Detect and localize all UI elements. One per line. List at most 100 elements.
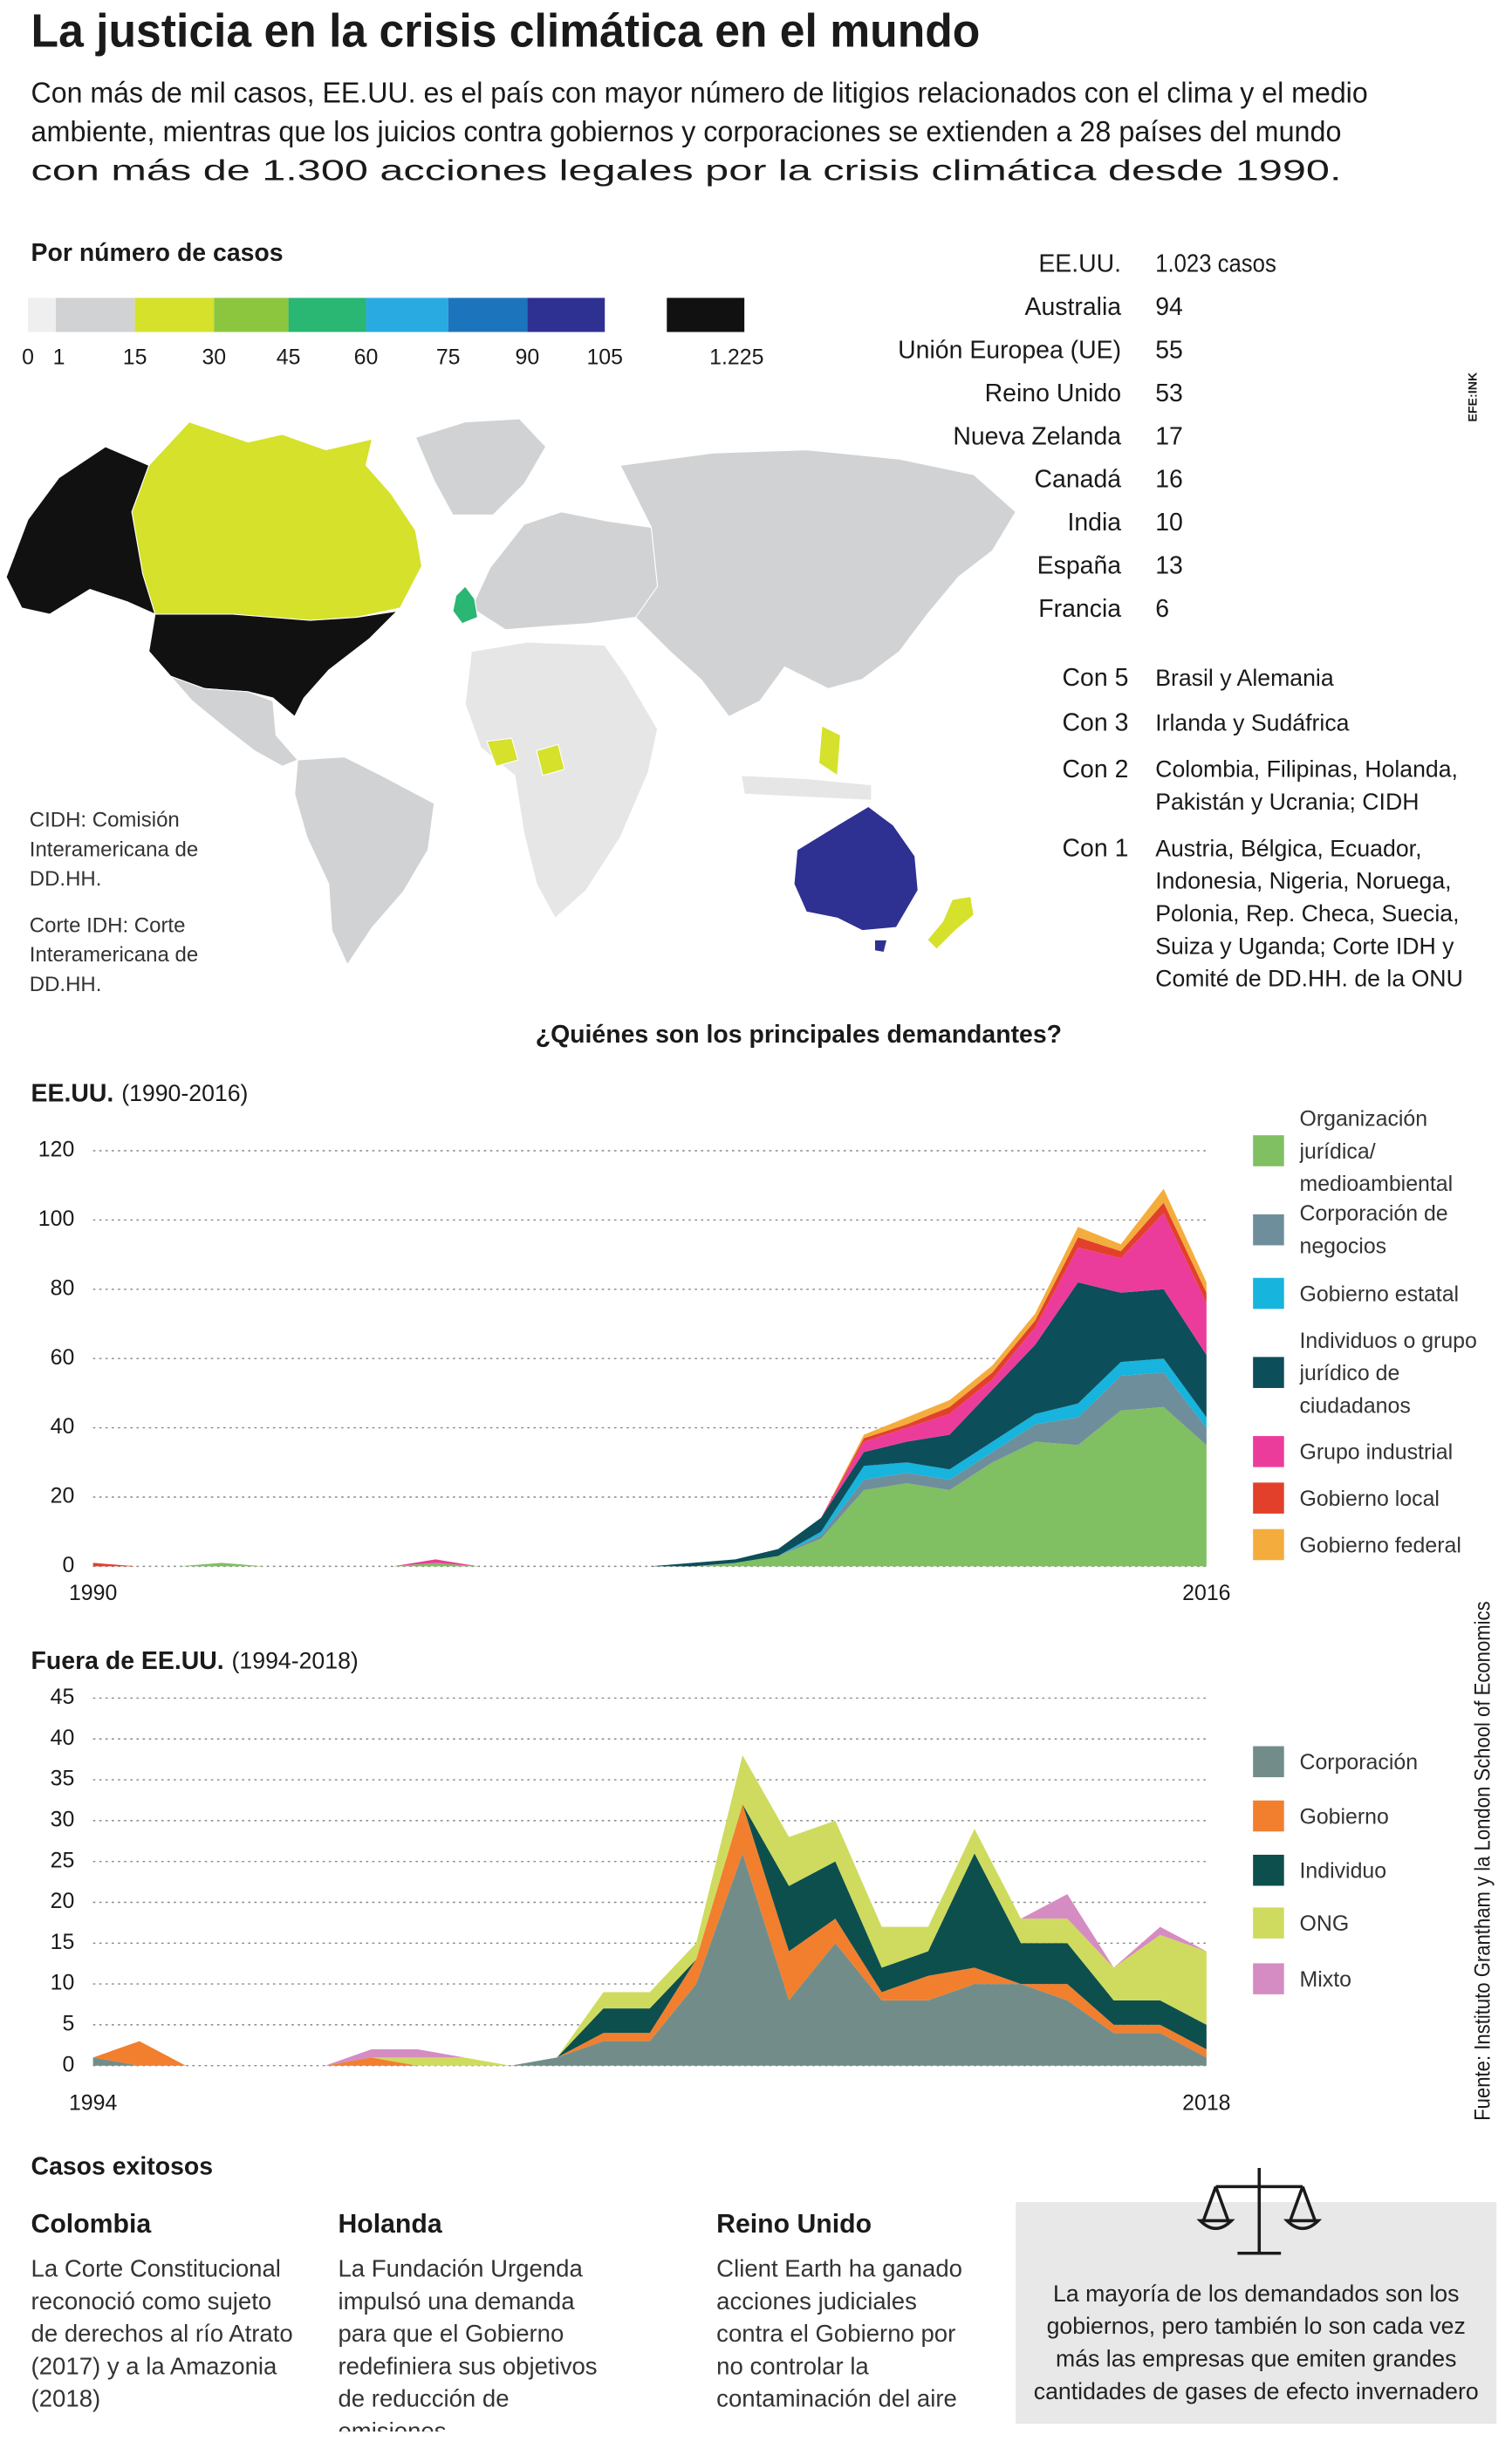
- ranking-value: 16: [1155, 466, 1183, 494]
- mexico-central-america: [148, 651, 299, 767]
- y-tick-label: 10: [51, 1971, 75, 1995]
- scale-swatch: [27, 297, 56, 332]
- ranking-value: 53: [1155, 380, 1183, 407]
- group-label: Con 5: [1063, 664, 1129, 692]
- area: [92, 1213, 1207, 1567]
- ranking-country: Reino Unido: [985, 380, 1121, 407]
- legend-swatch: [1253, 1482, 1284, 1514]
- legend-label: Individuo: [1299, 1857, 1387, 1883]
- legend-label-box: Individuos o grupo jurídico de ciudadano…: [1299, 1326, 1477, 1417]
- group-text: Irlanda y Sudáfrica: [1155, 710, 1350, 737]
- title: La justicia en la crisis climática en el…: [31, 5, 981, 57]
- ranking-country: India: [1067, 509, 1121, 537]
- new-zealand: [927, 895, 975, 950]
- legend-swatch: [1253, 1436, 1284, 1467]
- scale-tick-label: 60: [354, 345, 379, 369]
- scale-swatch: [667, 297, 745, 332]
- y-tick-label: 20: [51, 1484, 75, 1508]
- africa: [464, 641, 659, 920]
- ranking-country: Unión Europea (UE): [898, 336, 1121, 364]
- group-text: Colombia, Filipinas, Holanda, Pakistán y…: [1155, 756, 1458, 817]
- area: [92, 1853, 1207, 2066]
- australia: [793, 805, 919, 932]
- legend-label-box: Mixto: [1299, 1966, 1351, 1990]
- ranking-value: 1.023 casos: [1155, 250, 1276, 278]
- legend-label: Individuos o grupo jurídico de ciudadano…: [1299, 1326, 1477, 1417]
- y-tick-label: 20: [51, 1889, 75, 1913]
- icon-pan-left: [1196, 2185, 1235, 2231]
- case-text-box: Client Earth ha ganado acciones judicial…: [716, 2256, 962, 2413]
- y-tick-label: 45: [51, 1685, 75, 1709]
- scale-swatch: [448, 297, 528, 332]
- ranking-value: 55: [1155, 336, 1183, 364]
- case-country: Reino Unido: [716, 2210, 872, 2239]
- brand: EFE:INK: [1466, 372, 1480, 422]
- chart-subtitle: (1994-2018): [232, 1648, 359, 1674]
- legend-swatch: [1253, 1963, 1284, 1994]
- source: Fuente: Instituto Grantham y la London S…: [1471, 1601, 1495, 2120]
- indonesia: [740, 775, 872, 801]
- case-country: Colombia: [31, 2210, 152, 2239]
- alaska: [5, 446, 156, 615]
- y-tick-label: 60: [51, 1345, 75, 1370]
- y-tick-label: 25: [51, 1848, 75, 1872]
- intro-line: Con más de mil casos, EE.UU. es el país …: [31, 77, 1368, 110]
- area: [92, 1406, 1207, 1567]
- y-tick-label: 80: [51, 1275, 75, 1300]
- area: [92, 1282, 1207, 1567]
- ranking-country: Nueva Zelanda: [953, 422, 1121, 450]
- y-tick-label: 100: [38, 1207, 75, 1231]
- y-tick-label: 0: [62, 1553, 74, 1577]
- legend-label: Gobierno federal: [1299, 1531, 1461, 1556]
- tasmania: [873, 939, 888, 954]
- legend-label-box: Gobierno estatal: [1299, 1280, 1460, 1305]
- group-label: Con 3: [1063, 709, 1129, 737]
- ranking-value: 6: [1155, 595, 1169, 623]
- group-label: Con 1: [1063, 835, 1129, 863]
- map-note-box: CIDH: Comisión Interamericana de DD.HH.: [29, 808, 199, 891]
- note-background: [1016, 2202, 1497, 2424]
- y-tick-label: 40: [51, 1726, 75, 1750]
- group-label: Con 2: [1063, 756, 1129, 783]
- world-map: [5, 418, 1016, 966]
- scale-tick-label: 30: [202, 345, 226, 369]
- note-text-box: La mayoría de los demandados son los gob…: [1034, 2281, 1479, 2405]
- scale-swatch: [366, 297, 448, 332]
- chart-subtitle: (1990-2016): [121, 1080, 248, 1106]
- south-america: [294, 756, 435, 966]
- case-text-box: La Fundación Urgenda impulsó una demanda…: [338, 2256, 597, 2431]
- success-box: [1016, 2168, 1497, 2424]
- uk: [452, 585, 479, 625]
- area: [92, 1804, 1207, 2066]
- legend-label: ONG: [1299, 1910, 1350, 1935]
- section-title: ¿Quiénes son los principales demandantes…: [536, 1021, 1062, 1049]
- area: [92, 1202, 1207, 1567]
- legend-label-box: Corporación de negocios: [1299, 1200, 1447, 1258]
- map-note: CIDH: Comisión Interamericana de DD.HH.: [29, 808, 199, 891]
- map-note: Corte IDH: Corte Interamericana de DD.HH…: [29, 913, 199, 996]
- map-note-box: Corte IDH: Corte Interamericana de DD.HH…: [29, 913, 199, 996]
- case-country: Holanda: [338, 2210, 441, 2239]
- group-text: Brasil y Alemania: [1155, 665, 1334, 692]
- scale-tick-label: 75: [436, 345, 461, 369]
- legend-label: Corporación: [1299, 1748, 1419, 1774]
- legend-label-box: ONG: [1299, 1910, 1350, 1935]
- y-tick-label: 35: [51, 1767, 75, 1791]
- asia: [619, 449, 1016, 718]
- y-tick-label: 15: [51, 1930, 75, 1954]
- legend-swatch: [1253, 1135, 1284, 1166]
- scale-swatch: [288, 297, 366, 332]
- scale-swatch: [55, 297, 135, 332]
- legend-label-box: Organización jurídica/ medioambiental: [1299, 1104, 1454, 1195]
- legend-swatch: [1253, 1800, 1284, 1832]
- legend-label: Gobierno local: [1299, 1485, 1440, 1510]
- x-tick-label: 2018: [1182, 2091, 1230, 2116]
- legend-label: Organización jurídica/ medioambiental: [1299, 1104, 1454, 1195]
- ranking-value: 94: [1155, 293, 1183, 321]
- legend-label-box: Gobierno local: [1299, 1485, 1440, 1510]
- legend-label: Gobierno estatal: [1299, 1280, 1460, 1305]
- group-text-box: Brasil y Alemania: [1155, 665, 1334, 692]
